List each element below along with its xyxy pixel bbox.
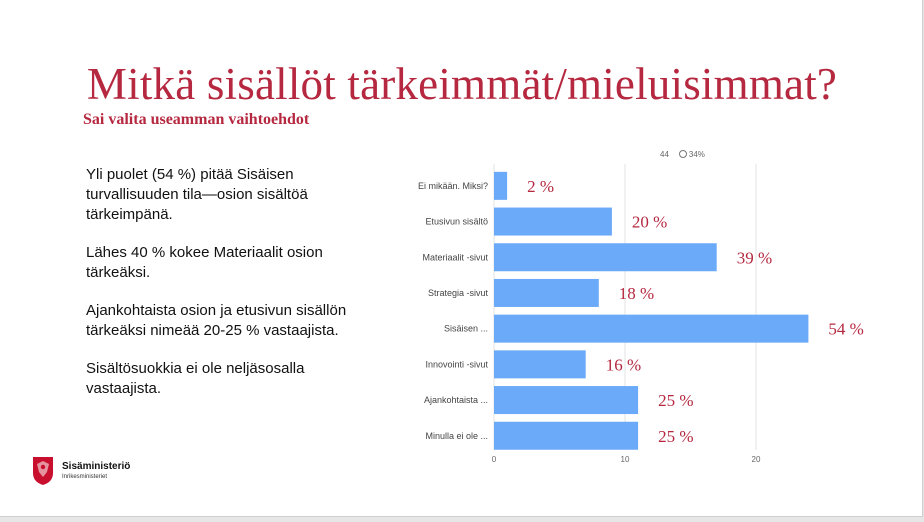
summary-paragraph: Sisältösuokkia ei ole neljäsosalla vasta… (86, 360, 305, 397)
bar (494, 350, 586, 379)
data-label: 20 % (632, 213, 667, 232)
category-label: Ei mikään. Miksi? (418, 181, 488, 191)
data-label: 25 % (658, 427, 693, 446)
slide-title: Mitkä sisällöt tärkeimmät/mieluisimmat? (86, 59, 838, 109)
data-label: 18 % (619, 284, 654, 303)
logo-name: Sisäministeriö (62, 461, 131, 472)
category-label: Minulla ei ole ... (425, 431, 488, 441)
coat-of-arms-icon (33, 457, 53, 485)
x-tick-label: 20 (752, 455, 761, 464)
data-label: 2 % (527, 177, 554, 196)
category-label: Strategia -sivut (428, 288, 489, 298)
category-label: Etusivun sisältö (425, 217, 488, 227)
data-label: 39 % (737, 248, 772, 267)
bar (494, 171, 508, 200)
summary-paragraph: Lähes 40 % kokee Materiaalit osion tärke… (86, 244, 323, 281)
slide-subtitle: Sai valita useamman vaihtoehdot (83, 111, 310, 128)
ministry-logo: Sisäministeriö Inrikesministeriet (32, 456, 162, 490)
response-rate-icon (678, 150, 687, 158)
summary-paragraph: Ajankohtaista osion ja etusivun sisällön… (86, 302, 347, 339)
category-label: Ajankohtaista ... (424, 395, 488, 405)
response-meta: 44 34% (660, 150, 705, 159)
bar (494, 278, 599, 307)
category-label: Innovointi -sivut (425, 359, 488, 369)
response-rate: 34% (688, 150, 705, 159)
summary-paragraph: Yli puolet (54 %) pitää Sisäisen turvall… (86, 166, 308, 223)
data-label: 16 % (606, 355, 641, 374)
data-label: 25 % (658, 391, 693, 410)
bar (494, 207, 612, 236)
category-label: Materiaalit -sivut (422, 252, 488, 262)
summary-text: Yli puolet (54 %) pitää Sisäisen turvall… (86, 165, 356, 417)
x-tick-label: 10 (621, 455, 630, 464)
bar (494, 314, 809, 343)
bar-chart: 0 10 20 Ei mikään. Miksi? 2 % Etusivun sisält… (418, 164, 864, 464)
bar (494, 386, 639, 415)
bar (494, 243, 717, 272)
category-label: Sisäisen ... (444, 324, 488, 334)
x-tick-label: 0 (492, 455, 497, 464)
bar (494, 421, 639, 450)
data-label: 54 % (828, 320, 863, 339)
logo-subname: Inrikesministeriet (62, 474, 108, 480)
response-count: 44 (660, 150, 669, 159)
